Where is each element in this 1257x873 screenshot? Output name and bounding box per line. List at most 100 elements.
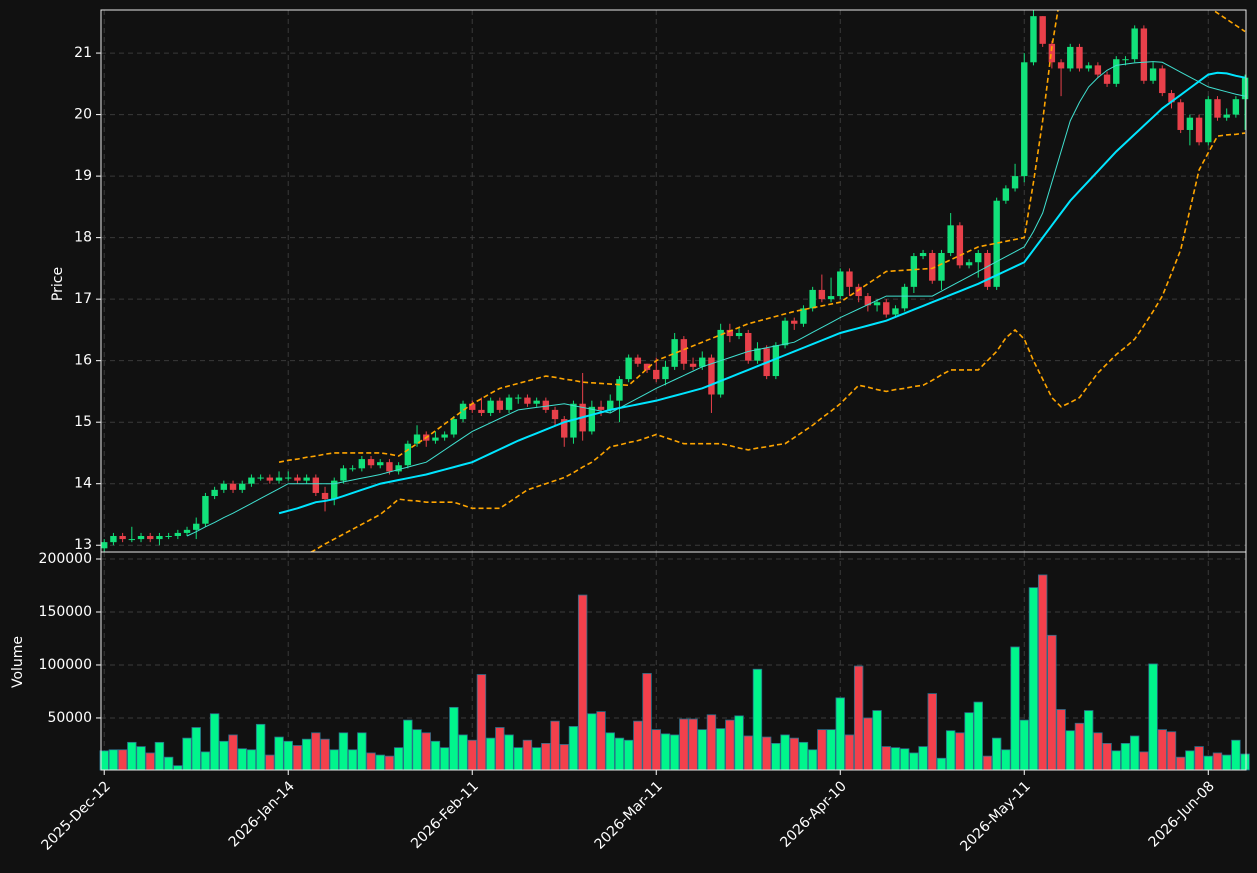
volume-bar: [881, 746, 891, 771]
volume-bar: [1056, 709, 1066, 771]
candle-body: [349, 468, 356, 470]
candle-body: [367, 459, 375, 466]
volume-bar: [1083, 710, 1094, 771]
volume-bar: [651, 729, 661, 771]
volume-bar: [1203, 755, 1213, 771]
candle-body: [128, 539, 136, 541]
candle-body: [1177, 102, 1184, 130]
candle-body: [413, 434, 421, 444]
volume-bar: [274, 736, 284, 771]
volume-bar: [577, 594, 588, 771]
volume-tick-label: 100000: [39, 657, 92, 673]
volume-bar: [117, 749, 128, 771]
candle-body: [892, 308, 899, 315]
candle-body: [781, 320, 789, 346]
volume-bar: [605, 732, 615, 771]
candle-body: [1214, 99, 1221, 118]
candle-body: [312, 477, 320, 493]
candle-body: [993, 200, 1000, 287]
candle-body: [147, 536, 154, 540]
volume-bar: [798, 741, 809, 771]
candle-body: [1113, 59, 1120, 84]
volume-bar: [973, 701, 983, 771]
candle-body: [211, 489, 218, 497]
volume-bar: [228, 734, 238, 771]
candle-body: [239, 483, 246, 490]
candle-body: [947, 225, 954, 254]
candle-body: [459, 403, 467, 420]
volume-bar: [311, 732, 321, 771]
volume-axis-label: Volume: [10, 636, 26, 688]
volume-bar: [752, 668, 763, 771]
candle-body: [1205, 99, 1212, 143]
candle-body: [929, 253, 936, 281]
candle-body: [386, 462, 393, 472]
volume-bar: [706, 714, 717, 771]
candle-body: [248, 477, 255, 484]
candle-body: [671, 339, 678, 367]
volume-bar: [688, 718, 698, 771]
candle-body: [229, 483, 237, 490]
volume-bar: [780, 734, 790, 771]
candle-body: [478, 409, 485, 413]
candle-body: [340, 468, 347, 481]
volume-bar: [1019, 719, 1029, 771]
volume-bar: [789, 737, 799, 771]
candle-body: [1085, 65, 1092, 69]
candle-body: [331, 480, 338, 500]
volume-bar: [522, 739, 533, 771]
candle-body: [597, 406, 605, 410]
volume-bar: [108, 749, 119, 771]
y-tick-label: 15: [74, 414, 92, 430]
candle-body: [1159, 68, 1166, 94]
candle-body: [321, 492, 329, 500]
candle-body: [266, 477, 274, 481]
candle-body: [496, 400, 504, 410]
candle-body: [1168, 93, 1175, 103]
candle-body: [183, 529, 191, 533]
volume-bar: [587, 713, 597, 771]
volume-bar: [761, 736, 772, 771]
volume-frame: [100, 551, 1247, 771]
candle-body: [809, 289, 816, 309]
candle-body: [864, 296, 872, 306]
volume-bar: [173, 765, 183, 771]
volume-bar: [1028, 587, 1039, 771]
candle-body: [432, 437, 439, 441]
volume-bar: [393, 747, 404, 771]
volume-bar: [964, 712, 974, 771]
volume-bar: [633, 720, 643, 771]
candle-body: [616, 379, 623, 401]
volume-bar: [127, 741, 137, 771]
candle-body: [919, 253, 927, 257]
candle-body: [1241, 77, 1249, 100]
candle-body: [643, 363, 651, 370]
volume-bar: [209, 713, 220, 771]
candle-body: [303, 477, 310, 481]
volume-bar: [219, 740, 229, 771]
volume-bar: [945, 730, 956, 771]
volume-bar: [301, 738, 312, 771]
volume-bar: [807, 749, 818, 771]
volume-bar: [1001, 749, 1011, 771]
volume-bar: [669, 734, 680, 771]
volume-bar: [955, 732, 965, 771]
candle-body: [358, 459, 366, 469]
volume-bar: [384, 755, 395, 771]
candle-body: [174, 532, 182, 537]
volume-bar: [1166, 731, 1177, 771]
candle-body: [662, 366, 669, 380]
indicator-line: [278, 10, 1246, 463]
candle-body: [791, 320, 798, 324]
candle-body: [294, 477, 301, 481]
volume-bar: [136, 746, 146, 771]
candle-body: [901, 286, 908, 309]
candle-body: [975, 253, 982, 263]
volume-bar: [1221, 754, 1232, 771]
candle-body: [699, 357, 706, 367]
volume-bar: [255, 723, 266, 771]
volume-bar: [982, 755, 993, 771]
candle-body: [515, 397, 522, 399]
volume-bar: [559, 744, 569, 771]
indicator-lines: [186, 10, 1246, 552]
